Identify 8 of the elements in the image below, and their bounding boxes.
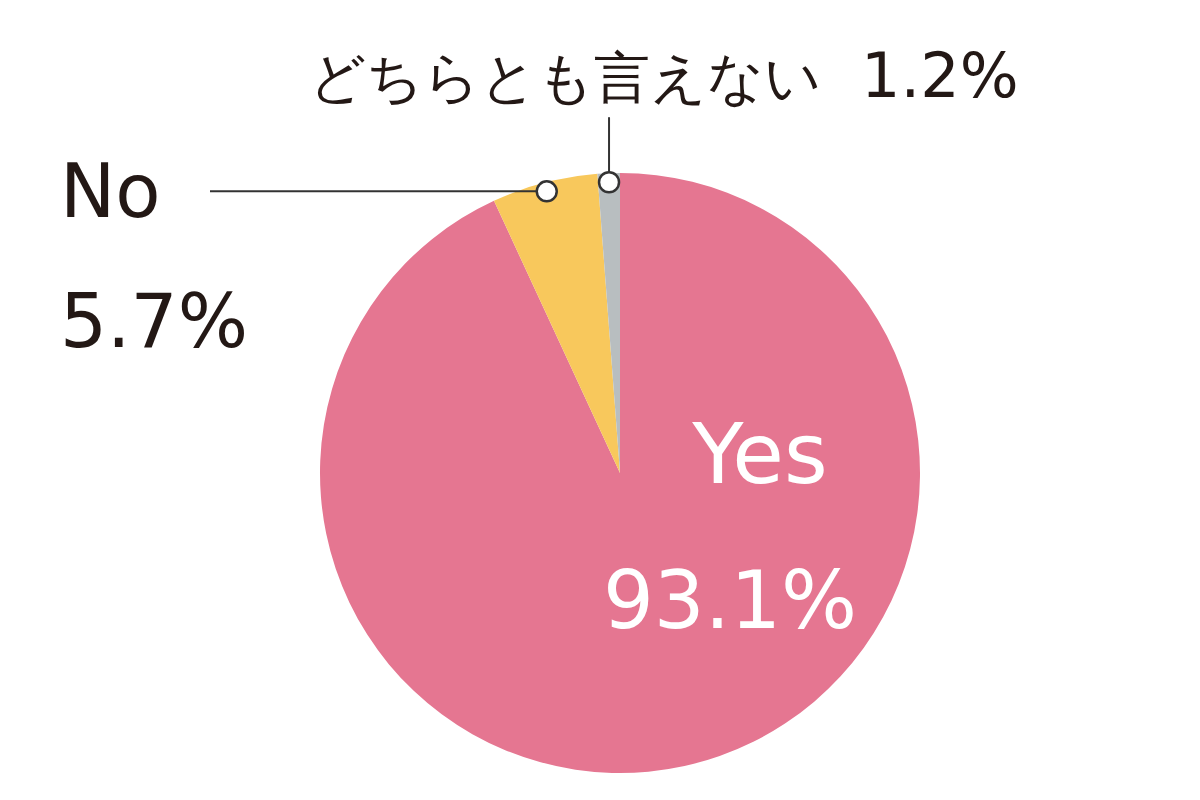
data-label: 93.1% (602, 554, 858, 647)
slice-label: Yes (691, 405, 828, 503)
slice-label: どちらとも言えない (309, 45, 822, 111)
pie-slice (493, 173, 620, 473)
slice-label: No (60, 148, 161, 235)
pie-slice (320, 173, 920, 773)
data-label: 5.7% (60, 278, 248, 365)
data-label: 1.2% (861, 39, 1019, 113)
